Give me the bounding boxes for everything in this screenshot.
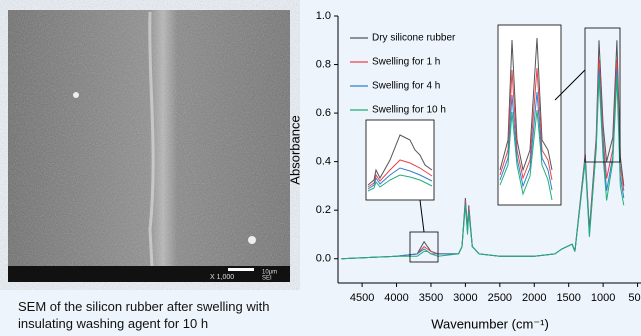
x-tick-label: 1000: [591, 292, 615, 304]
sem-particle: [248, 236, 256, 244]
x-tick-label: 1500: [556, 292, 580, 304]
sem-scale: 10μm: [262, 270, 277, 276]
inset-line: [499, 37, 553, 172]
arrow: [554, 69, 586, 101]
inset-line: [499, 67, 553, 181]
x-tick-label: 500: [628, 292, 641, 304]
x-tick-label: 2500: [488, 292, 512, 304]
inset-line: [367, 174, 433, 192]
inset-line: [499, 109, 553, 201]
inset-line: [367, 159, 433, 188]
y-tick-label: 0.2: [316, 204, 331, 216]
x-tick-label: 4000: [384, 292, 408, 304]
inset-line: [499, 91, 553, 191]
y-tick-label: 0.4: [316, 156, 331, 168]
inset-line: [367, 134, 433, 186]
legend-label: Swelling for 10 h: [372, 105, 446, 116]
sem-info-bar: [8, 266, 290, 282]
sem-scale-bar: [228, 268, 254, 271]
insets: [365, 24, 621, 263]
x-tick-label: 4500: [350, 292, 374, 304]
series-line: [341, 76, 625, 260]
sem-magnification: X 1,000: [210, 274, 234, 281]
sem-particle: [73, 92, 79, 98]
x-axis-label: Wavenumber (cm⁻¹): [431, 316, 549, 331]
y-tick-label: 0.6: [316, 107, 331, 119]
sem-crack: [148, 11, 155, 267]
x-tick-label: 3500: [419, 292, 443, 304]
y-axis-label: Absorbance: [287, 115, 302, 184]
zoom-box: [584, 27, 621, 163]
legend-label: Dry silicone rubber: [372, 33, 456, 44]
inset-line: [367, 167, 433, 190]
legend-label: Swelling for 1 h: [372, 57, 440, 68]
x-tick-label: 3000: [453, 292, 477, 304]
sem-image: X 1,000 10μm SEI: [8, 10, 290, 282]
arrow: [419, 199, 425, 233]
sem-detector: SEI: [262, 276, 272, 282]
y-tick-label: 0.0: [316, 253, 331, 265]
y-tick-label: 1.0: [316, 10, 331, 22]
y-tick-label: 0.8: [316, 58, 331, 70]
caption: SEM of the silicon rubber after swelling…: [18, 299, 270, 331]
x-tick-label: 2000: [522, 292, 546, 304]
legend-label: Swelling for 4 h: [372, 81, 440, 92]
